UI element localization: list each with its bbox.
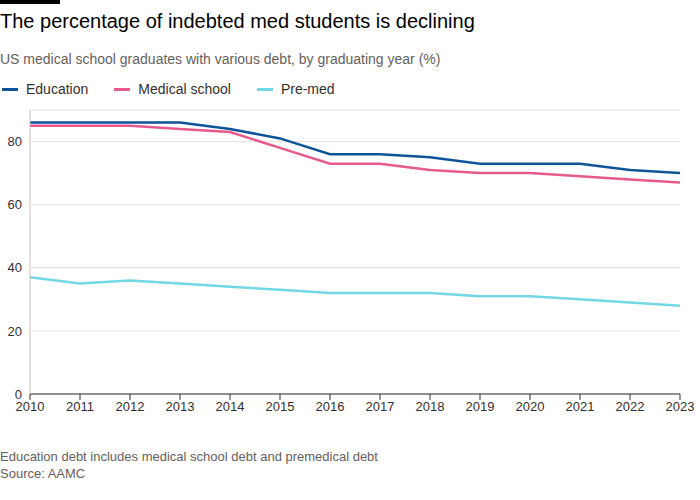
svg-text:2023: 2023 [666,399,695,414]
svg-text:2019: 2019 [466,399,495,414]
svg-text:2011: 2011 [66,399,94,414]
svg-text:2018: 2018 [416,399,445,414]
html-text:Education: Education [26,81,89,97]
svg-text:2015: 2015 [266,399,295,414]
svg-text:2010: 2010 [15,399,45,415]
svg-text:2012: 2012 [116,399,145,414]
svg-text:2020: 2020 [516,399,545,414]
html-text:US medical school graduates wi: US medical school graduates with various… [0,51,441,67]
html-text:Pre-med: Pre-med [280,81,335,97]
svg-text:2013: 2013 [166,399,195,414]
html-text:Source: AAMC: Source: AAMC [0,466,86,481]
html-text:Medical school: Medical school [138,81,231,97]
svg-text:80: 80 [8,134,22,149]
svg-text:2021: 2021 [566,399,595,414]
svg-text:2016: 2016 [316,399,345,414]
svg-text:20: 20 [8,324,22,339]
html-text:The percentage of indebted med: The percentage of indebted med students … [0,10,475,32]
svg-text:40: 40 [8,260,22,275]
svg-text:2017: 2017 [366,399,395,414]
svg-text:2022: 2022 [616,399,645,414]
svg-text:2014: 2014 [216,399,245,414]
html-text:Education debt includes medica: Education debt includes medical school d… [0,449,378,464]
svg-text:60: 60 [8,197,22,212]
svg-text:0: 0 [15,387,22,402]
